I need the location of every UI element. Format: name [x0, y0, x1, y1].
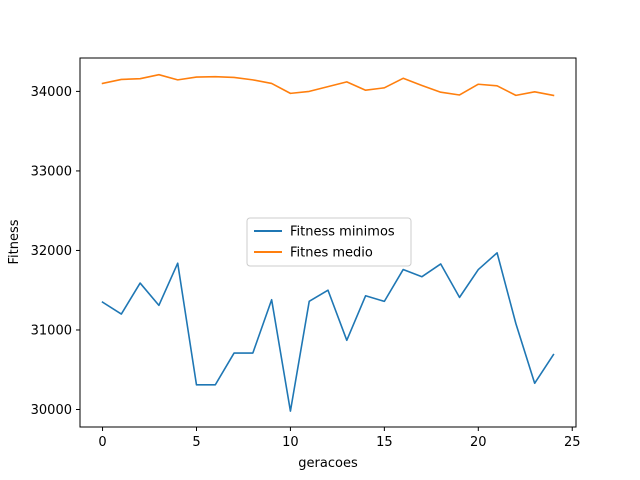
x-tick-label: 0 [98, 435, 106, 450]
y-tick-label: 32000 [31, 244, 72, 259]
x-tick-label: 25 [564, 435, 581, 450]
y-tick-label: 30000 [31, 403, 72, 418]
y-tick-label: 33000 [31, 164, 72, 179]
plot-frame [79, 57, 577, 428]
y-axis-label: Fitness [7, 219, 22, 264]
legend-box [246, 217, 412, 267]
x-axis: 0 5 10 15 20 25 [98, 427, 581, 450]
y-axis: 30000 31000 32000 33000 34000 [31, 85, 80, 418]
series-line-fitness-minimos [101, 252, 555, 412]
x-tick-label: 15 [376, 435, 393, 450]
y-tick-label: 31000 [31, 323, 72, 338]
legend: Fitness minimos Fitnes medio [246, 217, 412, 267]
x-tick-label: 10 [282, 435, 299, 450]
legend-label-fitness-minimos: Fitness minimos [290, 225, 395, 240]
x-tick-label: 5 [192, 435, 200, 450]
plot-area [101, 73, 555, 412]
series-line-fitnes-medio [101, 73, 555, 97]
legend-label-fitnes-medio: Fitnes medio [290, 246, 373, 261]
x-tick-label: 20 [470, 435, 487, 450]
y-tick-label: 34000 [31, 85, 72, 100]
x-axis-label: geracoes [298, 456, 358, 471]
